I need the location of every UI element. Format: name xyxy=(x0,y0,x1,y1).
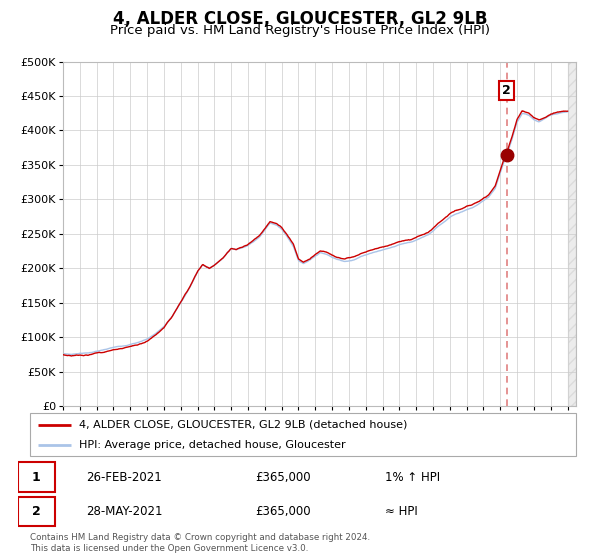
Text: 26-FEB-2021: 26-FEB-2021 xyxy=(86,470,161,483)
Text: 1% ↑ HPI: 1% ↑ HPI xyxy=(385,470,440,483)
Text: 2: 2 xyxy=(502,84,511,97)
FancyBboxPatch shape xyxy=(18,463,55,492)
Text: HPI: Average price, detached house, Gloucester: HPI: Average price, detached house, Glou… xyxy=(79,440,346,450)
Text: 28-MAY-2021: 28-MAY-2021 xyxy=(86,505,162,518)
Text: Contains HM Land Registry data © Crown copyright and database right 2024.
This d: Contains HM Land Registry data © Crown c… xyxy=(30,533,370,553)
Text: 4, ALDER CLOSE, GLOUCESTER, GL2 9LB: 4, ALDER CLOSE, GLOUCESTER, GL2 9LB xyxy=(113,10,487,28)
FancyBboxPatch shape xyxy=(18,497,55,526)
Bar xyxy=(568,62,576,406)
Text: Price paid vs. HM Land Registry's House Price Index (HPI): Price paid vs. HM Land Registry's House … xyxy=(110,24,490,36)
Text: £365,000: £365,000 xyxy=(255,470,311,483)
Text: ≈ HPI: ≈ HPI xyxy=(385,505,418,518)
Text: £365,000: £365,000 xyxy=(255,505,311,518)
FancyBboxPatch shape xyxy=(30,413,576,456)
Text: 2: 2 xyxy=(32,505,40,518)
Text: 4, ALDER CLOSE, GLOUCESTER, GL2 9LB (detached house): 4, ALDER CLOSE, GLOUCESTER, GL2 9LB (det… xyxy=(79,419,407,430)
Text: 1: 1 xyxy=(32,470,40,483)
